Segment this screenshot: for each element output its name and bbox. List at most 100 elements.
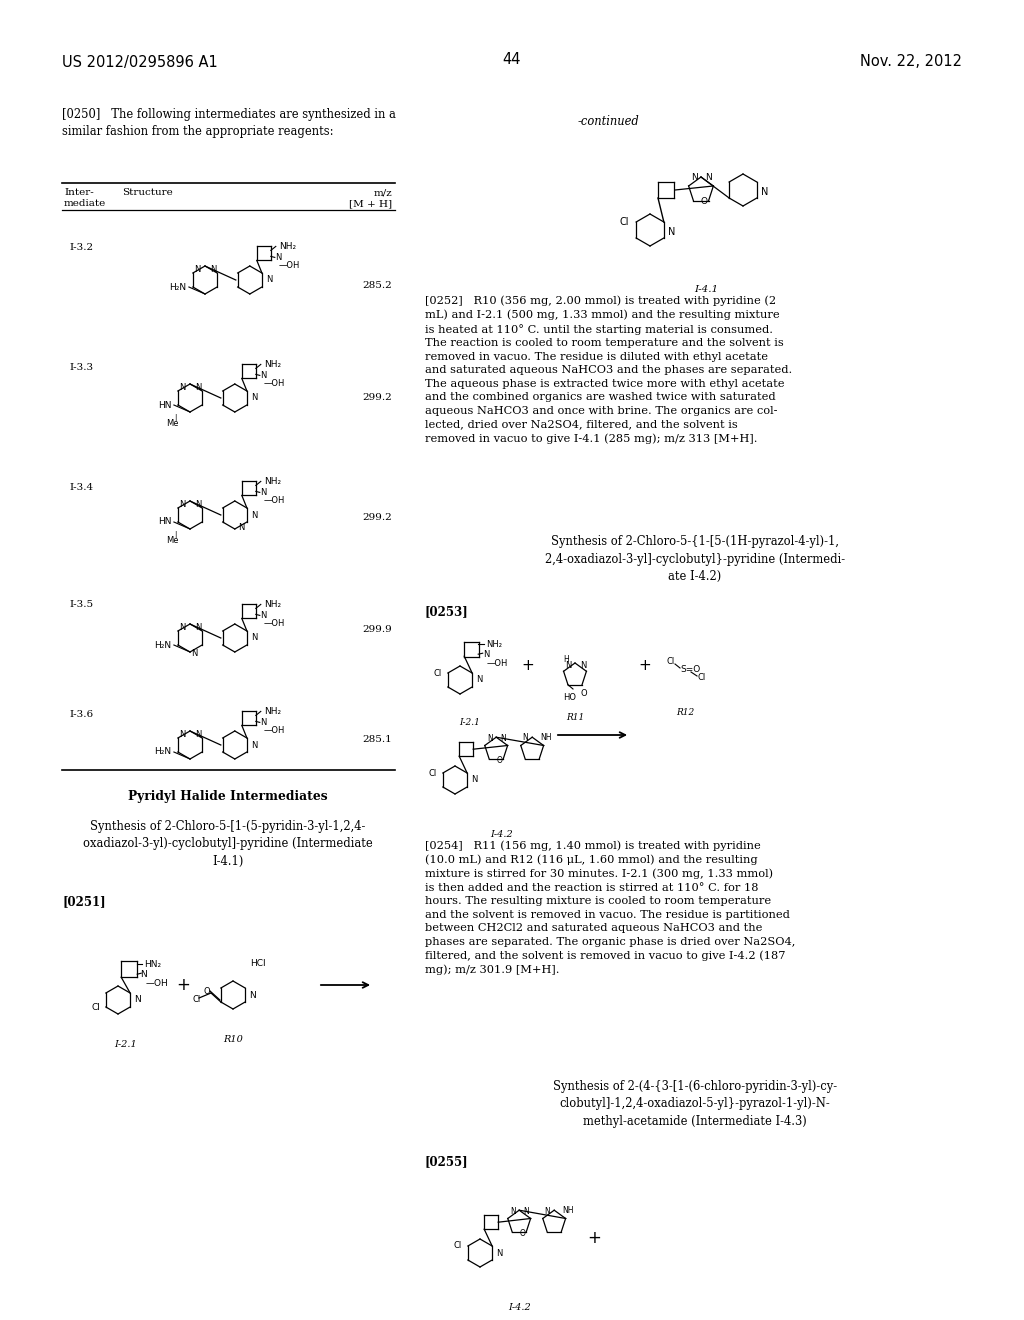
- Text: I-2.1: I-2.1: [460, 718, 480, 727]
- Text: N: N: [251, 741, 257, 750]
- Text: —OH: —OH: [486, 659, 508, 668]
- Text: 285.1: 285.1: [362, 735, 392, 744]
- Text: N: N: [260, 718, 266, 727]
- Text: Inter-
mediate: Inter- mediate: [63, 187, 106, 209]
- Text: N: N: [239, 523, 245, 532]
- Text: 299.2: 299.2: [362, 393, 392, 403]
- Text: I-3.2: I-3.2: [70, 243, 94, 252]
- Text: I-4.2: I-4.2: [508, 1303, 530, 1312]
- Text: N: N: [140, 970, 147, 978]
- Text: Me: Me: [166, 418, 178, 428]
- Text: [0254]   R11 (156 mg, 1.40 mmol) is treated with pyridine
(10.0 mL) and R12 (116: [0254] R11 (156 mg, 1.40 mmol) is treate…: [425, 840, 796, 975]
- Text: HCl: HCl: [250, 958, 266, 968]
- Text: O: O: [204, 986, 210, 995]
- Text: Cl: Cl: [429, 768, 437, 777]
- Text: N: N: [179, 500, 185, 510]
- Text: —OH: —OH: [145, 978, 168, 987]
- Text: m/z
[M + H]: m/z [M + H]: [349, 187, 392, 209]
- Text: -continued: -continued: [578, 115, 640, 128]
- Text: +: +: [587, 1229, 601, 1247]
- Text: NH₂: NH₂: [264, 360, 281, 368]
- Text: N: N: [522, 733, 528, 742]
- Text: N: N: [260, 371, 266, 380]
- Text: I-4.2: I-4.2: [489, 830, 513, 840]
- Text: N: N: [179, 623, 185, 632]
- Text: N: N: [195, 623, 201, 632]
- Text: [0252]   R10 (356 mg, 2.00 mmol) is treated with pyridine (2
mL) and I-2.1 (500 : [0252] R10 (356 mg, 2.00 mmol) is treate…: [425, 294, 793, 444]
- Text: N: N: [194, 265, 200, 275]
- Text: I-3.3: I-3.3: [70, 363, 94, 372]
- Text: N: N: [580, 660, 586, 669]
- Text: Cl: Cl: [620, 216, 629, 227]
- Text: 299.9: 299.9: [362, 626, 392, 635]
- Text: —OH: —OH: [264, 496, 285, 504]
- Text: HO: HO: [563, 693, 577, 701]
- Text: NH₂: NH₂: [264, 599, 281, 609]
- Text: Pyridyl Halide Intermediates: Pyridyl Halide Intermediates: [128, 789, 328, 803]
- Text: N: N: [266, 276, 272, 285]
- Text: Cl: Cl: [697, 673, 706, 682]
- Text: N: N: [487, 734, 494, 743]
- Text: O: O: [497, 755, 502, 764]
- Text: NH₂: NH₂: [264, 477, 281, 486]
- Text: N: N: [134, 995, 140, 1005]
- Text: S=O: S=O: [680, 665, 700, 675]
- Text: HN: HN: [158, 400, 171, 409]
- Text: N: N: [179, 730, 185, 739]
- Text: —OH: —OH: [264, 379, 285, 388]
- Text: N: N: [251, 634, 257, 643]
- Text: —OH: —OH: [264, 726, 285, 735]
- Text: [0251]: [0251]: [62, 895, 105, 908]
- Text: H₂N: H₂N: [169, 282, 186, 292]
- Text: N: N: [501, 734, 506, 743]
- Text: N: N: [251, 393, 257, 403]
- Text: [0250]   The following intermediates are synthesized in a
similar fashion from t: [0250] The following intermediates are s…: [62, 108, 396, 139]
- Text: Synthesis of 2-Chloro-5-{1-[5-(1H-pyrazol-4-yl)-1,
2,4-oxadiazol-3-yl]-cyclobuty: Synthesis of 2-Chloro-5-{1-[5-(1H-pyrazo…: [545, 535, 845, 583]
- Text: I-3.4: I-3.4: [70, 483, 94, 492]
- Text: 285.2: 285.2: [362, 281, 392, 289]
- Text: +: +: [176, 975, 189, 994]
- Text: N: N: [210, 265, 216, 275]
- Text: N: N: [668, 227, 676, 238]
- Text: |: |: [174, 531, 176, 537]
- Text: I-3.6: I-3.6: [70, 710, 94, 719]
- Text: R10: R10: [223, 1035, 243, 1044]
- Text: NH₂: NH₂: [279, 242, 296, 251]
- Text: N: N: [260, 488, 266, 496]
- Text: H₂N: H₂N: [154, 747, 171, 756]
- Text: N: N: [251, 511, 257, 520]
- Text: Synthesis of 2-Chloro-5-[1-(5-pyridin-3-yl-1,2,4-
oxadiazol-3-yl)-cyclobutyl]-py: Synthesis of 2-Chloro-5-[1-(5-pyridin-3-…: [83, 820, 373, 869]
- Text: N: N: [496, 1249, 503, 1258]
- Text: I-3.5: I-3.5: [70, 601, 94, 609]
- Text: N: N: [195, 500, 201, 510]
- Text: Cl: Cl: [91, 1002, 100, 1011]
- Text: N: N: [249, 990, 256, 999]
- Text: NH₂: NH₂: [264, 708, 281, 715]
- Text: O: O: [519, 1229, 525, 1238]
- Text: |: |: [174, 413, 176, 421]
- Text: N: N: [260, 611, 266, 620]
- Text: NH₂: NH₂: [485, 640, 502, 648]
- Text: Synthesis of 2-(4-{3-[1-(6-chloro-pyridin-3-yl)-cy-
clobutyl]-1,2,4-oxadiazol-5-: Synthesis of 2-(4-{3-[1-(6-chloro-pyridi…: [553, 1080, 837, 1129]
- Text: I-4.1: I-4.1: [694, 285, 718, 294]
- Text: N: N: [195, 383, 201, 392]
- Text: I-2.1: I-2.1: [115, 1040, 137, 1049]
- Text: NH: NH: [541, 733, 552, 742]
- Text: N: N: [690, 173, 697, 182]
- Text: H: H: [563, 656, 569, 664]
- Text: 299.2: 299.2: [362, 513, 392, 523]
- Text: Me: Me: [166, 536, 178, 545]
- Text: N: N: [179, 383, 185, 392]
- Text: N: N: [471, 776, 477, 784]
- Text: +: +: [521, 657, 535, 672]
- Text: H₂N: H₂N: [154, 640, 171, 649]
- Text: Cl: Cl: [434, 668, 442, 677]
- Text: N: N: [706, 173, 713, 182]
- Text: Structure: Structure: [122, 187, 173, 197]
- Text: N: N: [565, 660, 571, 669]
- Text: [0255]: [0255]: [425, 1155, 469, 1168]
- Text: Cl: Cl: [454, 1242, 462, 1250]
- Text: N: N: [545, 1206, 550, 1216]
- Text: N: N: [195, 730, 201, 739]
- Text: —OH: —OH: [279, 261, 300, 269]
